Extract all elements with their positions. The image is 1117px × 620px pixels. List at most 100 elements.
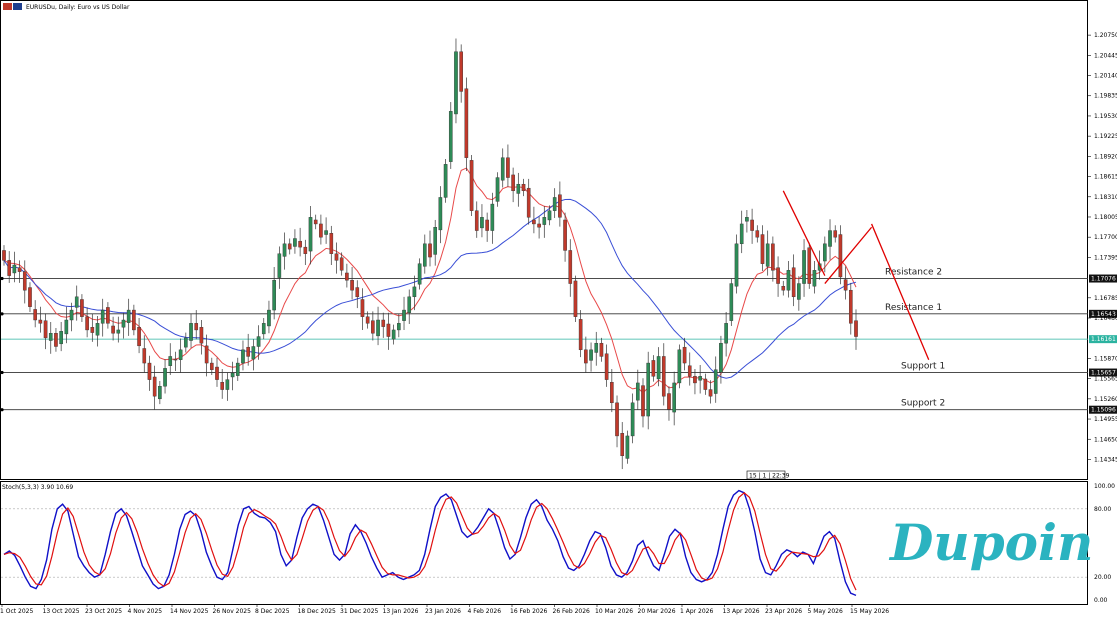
candle — [573, 275, 578, 322]
candle — [64, 306, 69, 344]
candle — [111, 316, 115, 341]
price-tick-label: 1.14650 — [1094, 436, 1117, 443]
candle — [771, 236, 775, 282]
candle — [90, 314, 95, 342]
level-label: Support 1 — [901, 362, 945, 372]
candle — [360, 288, 365, 330]
candle — [578, 310, 583, 358]
candle — [677, 344, 682, 389]
candle — [48, 321, 53, 354]
time-tick-label: 13 Jan 2026 — [383, 608, 419, 615]
candle — [334, 242, 339, 274]
candle — [412, 275, 417, 311]
candle — [22, 260, 27, 304]
time-tick-label: 15 May 2026 — [850, 608, 889, 615]
candle — [69, 302, 74, 332]
price-tick-label: 1.14345 — [1094, 456, 1117, 463]
candle — [646, 351, 651, 430]
candle — [823, 236, 827, 273]
candle — [594, 331, 599, 366]
candle — [615, 395, 619, 448]
candle — [563, 212, 567, 262]
candle — [838, 225, 843, 285]
candle — [261, 318, 266, 340]
time-tick-label: 4 Feb 2026 — [468, 608, 502, 615]
candle — [454, 38, 458, 124]
candle — [791, 254, 796, 307]
level-price-text: 1.15657 — [1091, 370, 1116, 377]
time-tick-label: 4 Nov 2025 — [128, 608, 163, 615]
candle — [422, 234, 427, 274]
stochastic-panel: 100.00 80.00 20.00 0.00 — [1, 483, 1115, 604]
stoch-k-line — [3, 489, 857, 597]
stoch-label: Stoch(5,3,3) 3.90 10.69 — [2, 484, 73, 491]
candle — [428, 230, 432, 267]
candle — [667, 386, 671, 421]
candle — [620, 422, 625, 470]
price-tick-label: 1.20445 — [1094, 52, 1117, 59]
time-label-box: 15 | 1 | 22:39 — [746, 470, 790, 480]
candle — [293, 229, 297, 254]
candle — [526, 178, 531, 225]
candle — [807, 242, 812, 289]
candle — [469, 155, 474, 216]
price-tick-label: 1.16785 — [1094, 295, 1117, 302]
chart-title: EURUSDu, Daily: Euro vs US Dollar — [26, 4, 130, 11]
candle — [12, 251, 17, 283]
time-tick-label: 31 Dec 2025 — [340, 608, 379, 615]
candle — [781, 280, 786, 296]
candle — [745, 210, 749, 233]
candle — [95, 316, 100, 347]
price-tick-label: 1.15565 — [1094, 376, 1117, 383]
candle — [235, 357, 240, 381]
candle — [267, 300, 271, 334]
time-tick-label: 13 Apr 2026 — [723, 608, 760, 615]
time-tick-label: 10 Mar 2026 — [595, 608, 633, 615]
candle — [485, 212, 489, 242]
time-axis: 1 Oct 2025 13 Oct 2025 23 Oct 2025 4 Nov 20… — [0, 604, 889, 615]
candle — [287, 238, 292, 255]
candle — [147, 355, 152, 391]
time-tick-label: 1 Oct 2025 — [0, 608, 33, 615]
last-price-text: 1.16161 — [1091, 336, 1116, 343]
price-tick-label: 1.18005 — [1094, 214, 1117, 221]
currency-icon — [13, 3, 22, 10]
candle — [641, 378, 645, 428]
candle — [158, 380, 162, 405]
candle — [142, 335, 147, 373]
candle — [116, 316, 121, 343]
candle — [682, 337, 687, 371]
candle — [178, 338, 183, 373]
candle — [828, 219, 832, 260]
candle — [132, 304, 136, 336]
candle — [350, 267, 354, 300]
candle — [74, 285, 79, 321]
candle — [308, 206, 313, 265]
stoch-tick-label: 100.00 — [1094, 483, 1115, 490]
candle — [402, 296, 406, 330]
level-price-tag — [1089, 405, 1117, 414]
candle — [391, 324, 396, 345]
time-tick-label: 13 Oct 2025 — [43, 608, 80, 615]
candle — [298, 227, 302, 257]
price-tick-label: 1.14955 — [1094, 416, 1117, 423]
candle — [480, 204, 484, 238]
candle — [739, 210, 744, 254]
candle — [230, 361, 235, 391]
stoch-d-line — [3, 492, 857, 591]
candle — [635, 369, 640, 410]
candle — [225, 372, 230, 401]
trend-line — [782, 190, 826, 276]
candle — [729, 278, 734, 326]
candle — [7, 251, 12, 283]
level-label: Support 2 — [901, 399, 945, 409]
candle — [417, 258, 422, 290]
candle — [386, 312, 391, 350]
candle — [776, 256, 780, 297]
candle — [812, 261, 817, 294]
time-tick-label: 14 Nov 2025 — [170, 608, 209, 615]
time-tick-label: 23 Apr 2026 — [765, 608, 802, 615]
candle — [43, 313, 48, 350]
time-tick-label: 26 Feb 2026 — [553, 608, 591, 615]
price-tick-label: 1.19530 — [1094, 113, 1117, 120]
